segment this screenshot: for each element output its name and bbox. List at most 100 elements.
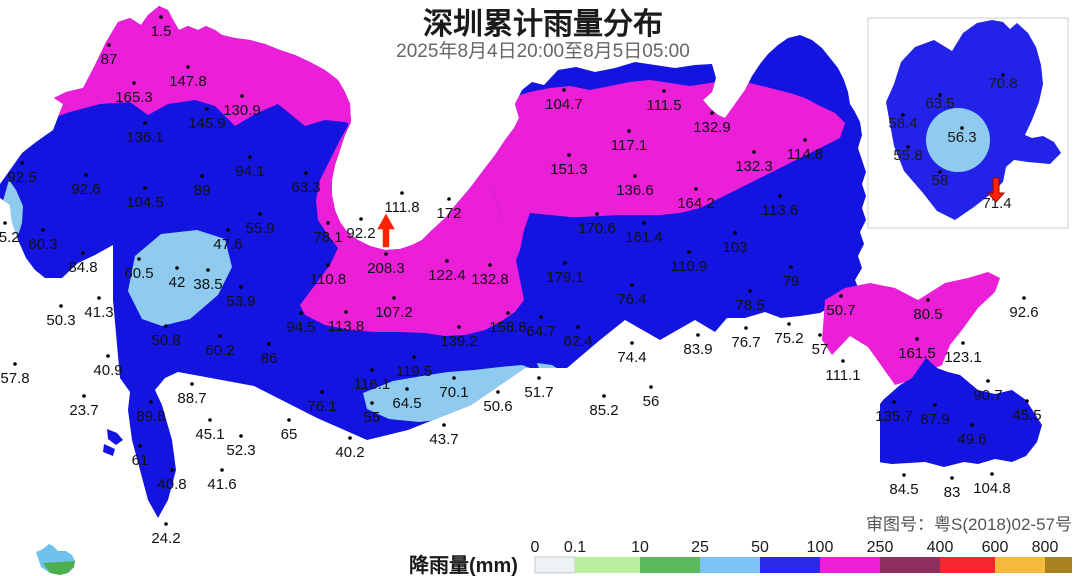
svg-text:94.1: 94.1 — [235, 163, 264, 180]
svg-text:70.1: 70.1 — [439, 384, 468, 401]
svg-text:50.7: 50.7 — [826, 302, 855, 319]
svg-text:164.2: 164.2 — [677, 195, 715, 212]
svg-text:89.8: 89.8 — [136, 408, 165, 425]
svg-text:0: 0 — [531, 539, 540, 556]
svg-text:50: 50 — [751, 539, 769, 556]
svg-text:111.1: 111.1 — [825, 367, 860, 384]
svg-text:179.1: 179.1 — [546, 269, 584, 286]
svg-text:45.5: 45.5 — [1012, 407, 1041, 424]
svg-text:58.4: 58.4 — [888, 115, 917, 132]
svg-text:76.1: 76.1 — [307, 398, 336, 415]
svg-text:165.3: 165.3 — [115, 89, 153, 106]
svg-text:41.6: 41.6 — [207, 476, 236, 493]
svg-text:92.6: 92.6 — [1009, 304, 1038, 321]
svg-text:135.7: 135.7 — [875, 408, 913, 425]
svg-text:41.3: 41.3 — [84, 304, 113, 321]
svg-text:55.9: 55.9 — [245, 220, 274, 237]
svg-text:61: 61 — [132, 452, 149, 469]
svg-text:84.5: 84.5 — [889, 481, 918, 498]
svg-text:62.4: 62.4 — [563, 333, 592, 350]
svg-text:250: 250 — [867, 539, 894, 556]
svg-text:0.1: 0.1 — [564, 539, 586, 556]
svg-text:87.9: 87.9 — [920, 411, 949, 428]
svg-text:170.6: 170.6 — [578, 220, 616, 237]
svg-text:84.8: 84.8 — [68, 259, 97, 276]
svg-text:2025年8月4日20:00至8月5日05:00: 2025年8月4日20:00至8月5日05:00 — [396, 40, 690, 62]
svg-text:104.7: 104.7 — [545, 96, 583, 113]
svg-text:122.4: 122.4 — [428, 267, 466, 284]
svg-text:400: 400 — [927, 539, 954, 556]
svg-text:43.7: 43.7 — [429, 431, 458, 448]
svg-text:10: 10 — [631, 539, 649, 556]
svg-text:51.7: 51.7 — [524, 384, 553, 401]
svg-text:132.8: 132.8 — [471, 271, 509, 288]
svg-text:78.5: 78.5 — [735, 297, 764, 314]
svg-text:57: 57 — [812, 341, 829, 358]
svg-text:94.5: 94.5 — [286, 319, 315, 336]
svg-text:64.7: 64.7 — [526, 323, 555, 340]
svg-text:172: 172 — [436, 205, 461, 222]
svg-text:132.3: 132.3 — [735, 158, 773, 175]
svg-text:161.5: 161.5 — [898, 345, 936, 362]
svg-text:111.8: 111.8 — [384, 199, 419, 216]
svg-text:78.1: 78.1 — [313, 229, 342, 246]
svg-text:92.5: 92.5 — [7, 169, 36, 186]
svg-text:56.3: 56.3 — [947, 129, 976, 146]
svg-text:50.3: 50.3 — [46, 312, 75, 329]
svg-text:92.2: 92.2 — [346, 225, 375, 242]
svg-text:208.3: 208.3 — [367, 260, 405, 277]
svg-text:55: 55 — [364, 409, 381, 426]
svg-text:50.8: 50.8 — [151, 332, 180, 349]
svg-text:49.6: 49.6 — [957, 431, 986, 448]
svg-text:64.5: 64.5 — [392, 395, 421, 412]
svg-text:116.1: 116.1 — [354, 376, 390, 393]
svg-text:132.9: 132.9 — [693, 119, 731, 136]
svg-text:50.6: 50.6 — [483, 398, 512, 415]
svg-text:158.8: 158.8 — [489, 319, 527, 336]
svg-text:80.5: 80.5 — [913, 306, 942, 323]
svg-text:107.2: 107.2 — [375, 304, 413, 321]
svg-text:40.9: 40.9 — [93, 362, 122, 379]
svg-text:58: 58 — [932, 172, 949, 189]
svg-text:88.7: 88.7 — [177, 390, 206, 407]
svg-text:1.5: 1.5 — [151, 23, 172, 40]
svg-text:113.8: 113.8 — [328, 318, 364, 335]
svg-text:119.5: 119.5 — [396, 363, 432, 380]
svg-text:123.1: 123.1 — [944, 349, 982, 366]
svg-text:139.2: 139.2 — [440, 333, 478, 350]
svg-text:56: 56 — [643, 393, 660, 410]
svg-text:800: 800 — [1032, 539, 1059, 556]
svg-text:55.8: 55.8 — [893, 147, 922, 164]
svg-text:100: 100 — [807, 539, 834, 556]
svg-text:74.4: 74.4 — [617, 349, 646, 366]
svg-text:降雨量(mm): 降雨量(mm) — [409, 553, 518, 576]
svg-text:60.5: 60.5 — [124, 265, 153, 282]
svg-text:25: 25 — [691, 539, 709, 556]
svg-text:深圳累计雨量分布: 深圳累计雨量分布 — [423, 8, 663, 41]
svg-text:86: 86 — [261, 350, 278, 367]
svg-text:47.6: 47.6 — [213, 236, 242, 253]
svg-text:104.8: 104.8 — [973, 480, 1011, 497]
svg-text:110.9: 110.9 — [671, 258, 707, 275]
svg-text:117.1: 117.1 — [611, 137, 647, 154]
svg-text:52.3: 52.3 — [226, 442, 255, 459]
svg-text:136.1: 136.1 — [126, 129, 164, 146]
svg-text:60.2: 60.2 — [205, 342, 234, 359]
svg-text:40.8: 40.8 — [157, 476, 186, 493]
svg-text:113.6: 113.6 — [762, 202, 798, 219]
svg-text:65: 65 — [281, 426, 298, 443]
svg-text:110.8: 110.8 — [310, 271, 346, 288]
svg-text:79: 79 — [783, 273, 800, 290]
svg-text:89: 89 — [194, 182, 211, 199]
svg-text:42: 42 — [169, 274, 186, 291]
svg-text:40.2: 40.2 — [335, 444, 364, 461]
svg-text:92.6: 92.6 — [71, 181, 100, 198]
svg-text:24.2: 24.2 — [151, 530, 180, 547]
svg-text:103: 103 — [722, 239, 747, 256]
svg-text:76.4: 76.4 — [617, 291, 646, 308]
svg-text:104.5: 104.5 — [126, 194, 164, 211]
svg-text:70.8: 70.8 — [988, 75, 1017, 92]
svg-text:83: 83 — [944, 484, 961, 501]
svg-text:90.7: 90.7 — [973, 387, 1002, 404]
svg-text:75.2: 75.2 — [774, 330, 803, 347]
